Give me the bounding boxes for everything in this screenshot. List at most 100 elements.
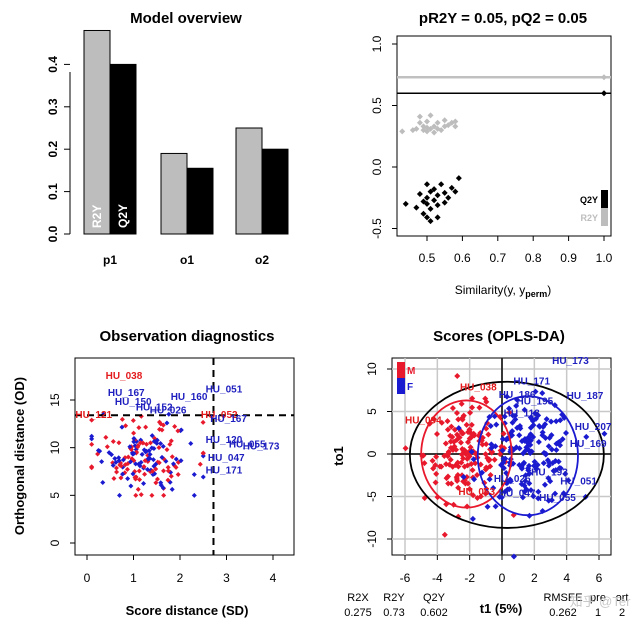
scores-plot: -6 -4 -2 0 2 4 6-10-50510HU_173HU_171HU_038HU_… — [365, 356, 612, 585]
observation-point — [197, 461, 203, 467]
observation-point — [191, 472, 197, 478]
scores-point-male — [455, 484, 462, 491]
scores-point-female — [535, 488, 542, 495]
scores-point-female — [601, 430, 608, 437]
observation-point — [118, 463, 124, 469]
scores-point-female — [530, 493, 537, 500]
scores-point-female — [535, 412, 542, 419]
scores-xtick-label: -2 — [464, 571, 475, 585]
scores-point-label: HU_026 — [494, 474, 531, 485]
observation-point — [132, 474, 138, 480]
scores-point-male — [449, 463, 456, 470]
legend-f-swatch — [397, 378, 405, 394]
observation-point — [169, 486, 175, 492]
summary-value: 0.73 — [383, 607, 404, 619]
observation-point — [158, 421, 164, 427]
scores-ylabel: to1 — [331, 446, 346, 466]
q2y-permutation-point — [402, 200, 409, 207]
r2y-permutation-point — [452, 118, 459, 125]
observation-point — [153, 466, 159, 472]
observation-xtick-label: 0 — [84, 571, 91, 585]
observation-point — [170, 461, 176, 467]
model-overview-ytick-label: 0.3 — [46, 98, 60, 115]
observation-point — [116, 455, 122, 461]
observation-point — [200, 450, 206, 456]
scores-point-female — [486, 476, 493, 483]
legend-f-label: F — [407, 382, 413, 393]
observation-point — [112, 456, 118, 462]
scores-point-female — [493, 421, 500, 428]
observation-point — [175, 428, 181, 434]
scores-point-female — [546, 434, 553, 441]
permutation-xtick-label: 0.9 — [560, 251, 577, 265]
scores-point-male — [449, 433, 456, 440]
scores-point-female — [545, 443, 552, 450]
bar-q2y-o2 — [261, 148, 289, 235]
legend-q2y-swatch — [601, 190, 608, 208]
observation-point — [89, 441, 95, 447]
r2y-permutation-point — [424, 118, 430, 125]
scores-point-female — [552, 490, 559, 497]
scores-point-male — [468, 434, 475, 441]
observation-point — [175, 472, 181, 478]
observation-point — [128, 459, 134, 465]
scores-point-male — [483, 465, 490, 472]
scores-point-male — [455, 416, 462, 423]
scores-ytick-label: 5 — [365, 408, 379, 415]
summary-header: Q2Y — [423, 592, 446, 604]
observation-point — [153, 461, 159, 467]
scores-point-female — [455, 425, 462, 432]
observation-point — [158, 440, 164, 446]
scores-point-female — [535, 438, 542, 445]
observation-point — [133, 492, 139, 498]
observation-point — [154, 476, 160, 482]
model-overview-categories: p1 o1 o2 — [103, 253, 269, 267]
scores-point-female — [516, 432, 523, 439]
scores-point-male — [470, 430, 477, 437]
summary-value: 0.602 — [420, 607, 448, 619]
observation-point — [158, 482, 164, 488]
q2y-permutation-point — [434, 202, 441, 209]
q2y-permutation-point — [434, 192, 441, 199]
r2y-permutation-point — [424, 124, 430, 131]
scores-point-female — [552, 467, 559, 474]
scores-point-female — [492, 503, 499, 510]
observation-point-label: HU_171 — [206, 465, 243, 476]
scores-point-female — [506, 486, 513, 493]
scores-point-female — [535, 495, 542, 502]
scores-point-male — [465, 480, 472, 487]
scores-point-male — [465, 439, 472, 446]
scores-point-female — [498, 461, 505, 468]
scores-point-male — [444, 451, 451, 458]
r2y-permutation-point — [416, 119, 423, 126]
observation-point — [147, 451, 153, 457]
scores-point-female — [547, 478, 554, 485]
q2y-permutation-point — [424, 181, 430, 188]
scores-point-female — [539, 390, 546, 397]
observation-point-label: HU_167 — [108, 388, 145, 399]
permutation-plot: 0.5 0.6 0.7 0.8 0.9 1.0 -0.5 0.0 0.5 1.0 Q2Y R2Y — [370, 35, 612, 265]
scores-point-female — [512, 412, 519, 419]
scores-xtick-label: -4 — [432, 571, 443, 585]
scores-point-female — [557, 417, 564, 424]
observation-point — [143, 449, 149, 455]
q2y-permutation-point — [448, 184, 455, 191]
observation-point — [145, 467, 151, 473]
panel-observation-diagnostics: Observation diagnostics 0 1 2 3 4 0 5 10 15 HU_03… — [12, 328, 295, 618]
observation-point — [133, 461, 139, 467]
scores-point-male — [454, 471, 461, 478]
observation-ytick-label: 5 — [48, 492, 62, 499]
observation-point-label: HU_167 — [210, 414, 247, 425]
scores-point-male — [466, 486, 473, 493]
observation-point — [119, 424, 125, 430]
observation-point — [159, 454, 165, 460]
observation-point — [125, 476, 131, 482]
scores-point-female — [540, 423, 547, 430]
scores-point-male — [441, 531, 448, 538]
observation-point — [104, 444, 110, 450]
scores-point-male — [483, 441, 490, 448]
scores-point-male — [483, 398, 490, 405]
r2y-permutation-point — [424, 128, 430, 135]
observation-point — [130, 471, 136, 477]
observation-point — [100, 480, 106, 486]
